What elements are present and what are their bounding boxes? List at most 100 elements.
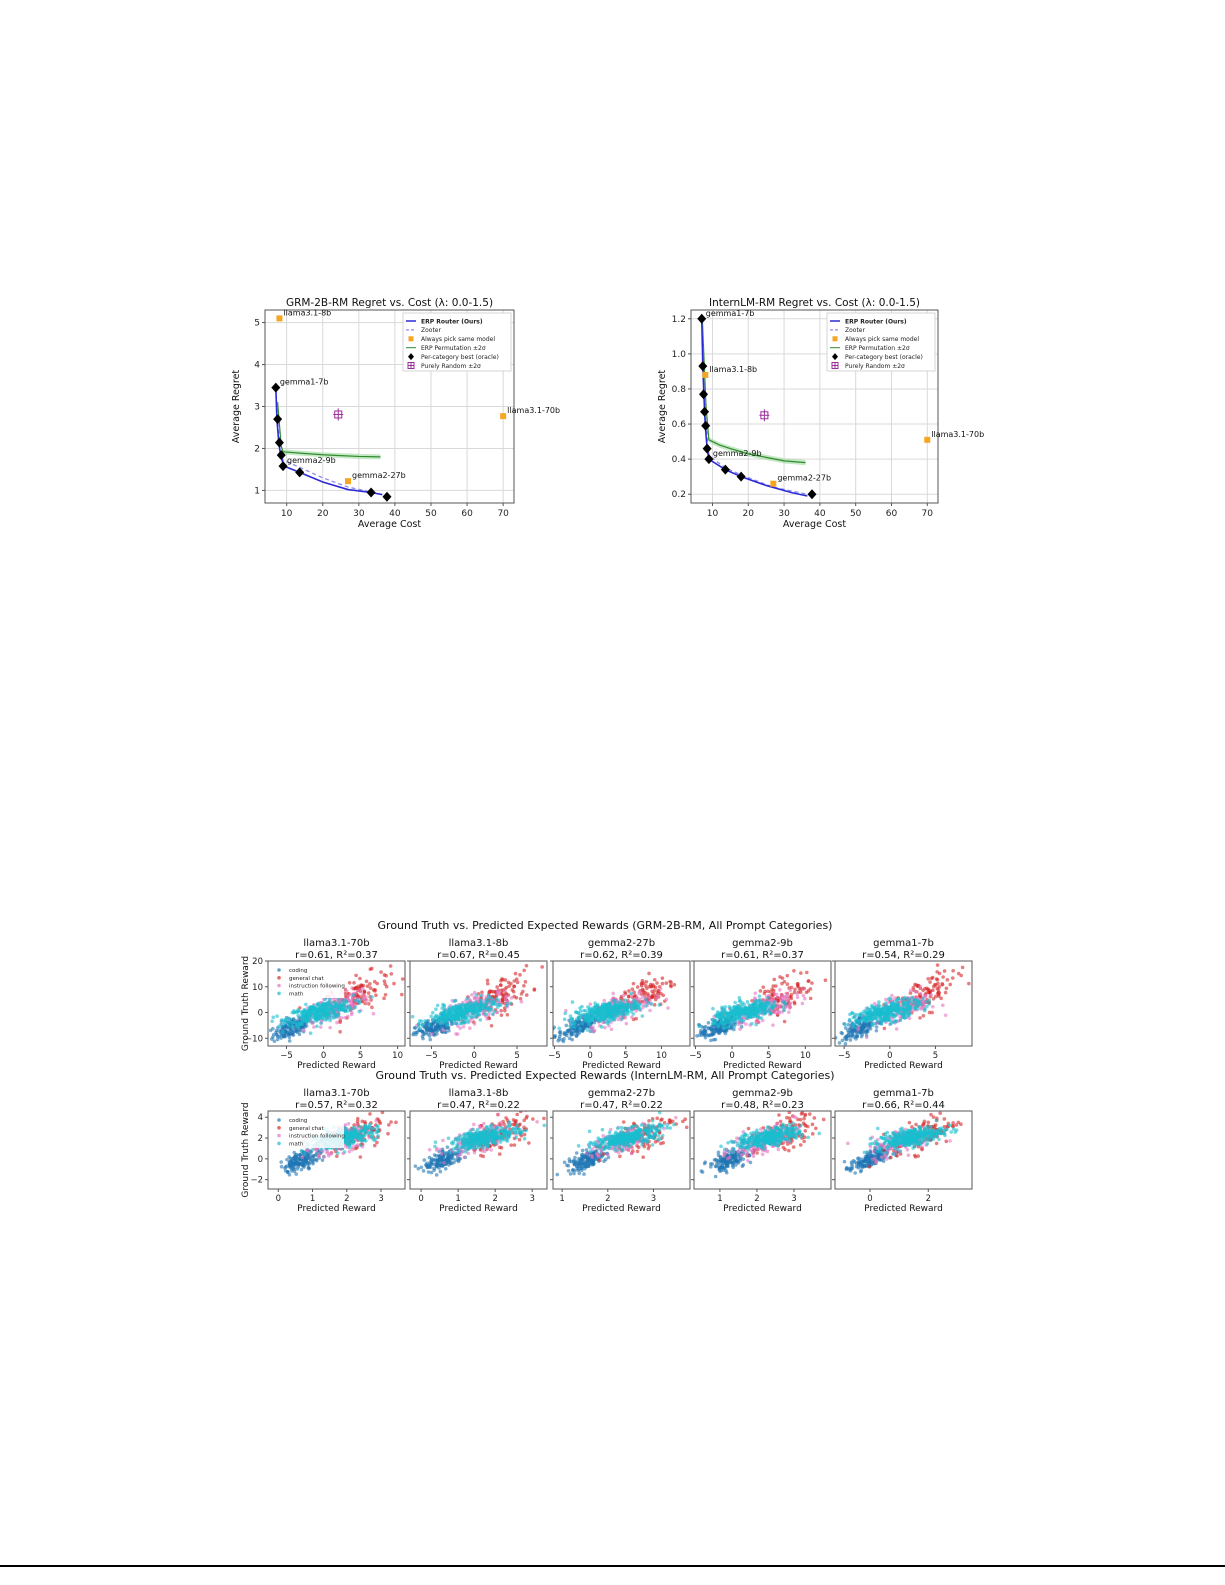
- legend-entry: general chat: [289, 1126, 325, 1132]
- legend-entry: ERP Permutation ±2σ: [845, 345, 910, 352]
- x-axis-label: Predicted Reward: [582, 1204, 661, 1214]
- svg-text:70: 70: [922, 509, 934, 519]
- panel-correlation-stats: r=0.47, R²=0.22: [437, 1100, 520, 1111]
- oracle-diamond-marker: [704, 454, 714, 465]
- scatter-panel-frame: [834, 1110, 973, 1190]
- panel-correlation-stats: r=0.61, R²=0.37: [295, 950, 378, 961]
- always-same-square-marker: [276, 315, 283, 322]
- panel-model-title: llama3.1-8b: [449, 1088, 509, 1099]
- oracle-diamond-marker: [700, 406, 710, 417]
- svg-text:−5: −5: [280, 1051, 293, 1061]
- y-axis-label: Average Regret: [231, 370, 242, 444]
- svg-text:60: 60: [461, 509, 473, 519]
- x-axis-label: Predicted Reward: [864, 1061, 943, 1071]
- regret-plot-internlm: 10 20 30 40 50 60 70 0.2 0.4 0.6 0.8 1.0 1.2 InternLM…: [657, 297, 984, 530]
- scatter-panel-frame: [409, 1110, 548, 1190]
- legend-entry: instruction following: [289, 984, 345, 990]
- svg-text:gemma2-27b: gemma2-27b: [352, 471, 406, 480]
- svg-text:5: 5: [933, 1051, 938, 1061]
- legend-entry: Per-category best (oracle): [845, 354, 923, 361]
- svg-text:10: 10: [707, 509, 719, 519]
- scatter-panel-frame: [552, 1110, 691, 1190]
- panel-model-title: gemma2-9b: [732, 1088, 793, 1099]
- panel-model-title: gemma2-9b: [732, 938, 793, 949]
- svg-text:50: 50: [850, 509, 862, 519]
- svg-text:llama3.1-70b: llama3.1-70b: [507, 406, 560, 415]
- x-axis-label: Predicted Reward: [864, 1204, 943, 1214]
- panel-correlation-stats: r=0.66, R²=0.44: [862, 1100, 945, 1111]
- plot-title: GRM-2B-RM Regret vs. Cost (λ: 0.0-1.5): [286, 297, 493, 309]
- svg-text:0.4: 0.4: [672, 455, 687, 465]
- svg-text:50: 50: [425, 509, 437, 519]
- svg-text:−10: −10: [245, 1034, 263, 1044]
- svg-text:llama3.1-8b: llama3.1-8b: [283, 308, 331, 317]
- x-axis-label: Predicted Reward: [439, 1061, 518, 1071]
- legend-entry: Purely Random ±2σ: [845, 363, 905, 370]
- panel-correlation-stats: r=0.67, R²=0.45: [437, 950, 520, 961]
- oracle-diamond-marker: [736, 471, 746, 482]
- svg-text:llama3.1-8b: llama3.1-8b: [709, 365, 757, 374]
- oracle-diamond-marker: [807, 489, 817, 500]
- svg-text:5: 5: [254, 319, 260, 329]
- legend-box: [402, 312, 512, 372]
- scatter-panel-frame: [834, 960, 973, 1047]
- svg-text:gemma1-7b: gemma1-7b: [706, 309, 755, 318]
- svg-text:5: 5: [358, 1051, 363, 1061]
- svg-text:3: 3: [378, 1194, 383, 1204]
- legend-box: [826, 312, 936, 372]
- svg-text:5: 5: [514, 1051, 519, 1061]
- svg-text:gemma2-9b: gemma2-9b: [713, 449, 762, 458]
- legend-entry: ERP Router (Ours): [421, 318, 483, 325]
- always-same-square-marker: [702, 371, 709, 378]
- svg-text:5: 5: [766, 1051, 771, 1061]
- svg-text:llama3.1-70b: llama3.1-70b: [931, 430, 984, 439]
- svg-text:20: 20: [317, 509, 329, 519]
- legend-entry: Zooter: [421, 327, 441, 334]
- scatter-row-title: Ground Truth vs. Predicted Expected Rewa…: [378, 919, 833, 932]
- svg-text:0: 0: [887, 1051, 892, 1061]
- panel-model-title: llama3.1-8b: [449, 938, 509, 949]
- always-same-square-marker: [924, 436, 931, 443]
- svg-text:20: 20: [743, 509, 755, 519]
- x-axis-label: Predicted Reward: [439, 1204, 518, 1214]
- scatter-panel-frame: [552, 960, 691, 1047]
- panel-model-title: llama3.1-70b: [303, 1088, 369, 1099]
- x-axis-label: Predicted Reward: [723, 1204, 802, 1214]
- y-axis-label: Ground Truth Reward: [241, 1102, 251, 1197]
- svg-text:3: 3: [254, 403, 260, 413]
- svg-text:gemma2-9b: gemma2-9b: [287, 456, 336, 465]
- scatter-grid: Ground Truth vs. Predicted Expected Rewa…: [241, 919, 973, 1214]
- x-axis-label: Average Cost: [358, 519, 421, 530]
- oracle-diamond-marker: [701, 420, 711, 431]
- svg-text:−5: −5: [689, 1051, 702, 1061]
- svg-text:4: 4: [254, 361, 260, 371]
- svg-text:gemma1-7b: gemma1-7b: [280, 378, 329, 387]
- svg-text:0: 0: [587, 1051, 592, 1061]
- y-axis-label: Average Regret: [657, 370, 668, 444]
- oracle-diamond-marker: [720, 464, 730, 475]
- legend-entry: Always pick same model: [421, 336, 495, 343]
- panel-model-title: gemma1-7b: [873, 1088, 934, 1099]
- legend-entry: instruction following: [289, 1134, 345, 1140]
- scatter-panel-frame: [267, 960, 406, 1047]
- svg-text:0: 0: [472, 1051, 477, 1061]
- svg-text:2: 2: [254, 444, 260, 454]
- svg-text:1.2: 1.2: [672, 315, 686, 325]
- legend-entry: math: [289, 991, 304, 997]
- svg-text:0: 0: [276, 1194, 281, 1204]
- panel-correlation-stats: r=0.47, R²=0.22: [580, 1100, 663, 1111]
- panel-correlation-stats: r=0.62, R²=0.39: [580, 950, 663, 961]
- regret-plot-grm: 10 20 30 40 50 60 70 1 2 3 4 5 GRM-2B-RM Regret vs. …: [231, 297, 560, 530]
- y-axis-label: Ground Truth Reward: [241, 956, 251, 1051]
- svg-text:10: 10: [252, 983, 263, 993]
- x-axis-label: Average Cost: [783, 519, 846, 530]
- svg-text:−5: −5: [425, 1051, 438, 1061]
- svg-text:gemma2-27b: gemma2-27b: [777, 474, 831, 483]
- oracle-diamond-marker: [698, 361, 708, 372]
- always-same-square-marker: [500, 413, 507, 420]
- legend-entry: general chat: [289, 976, 325, 982]
- oracle-diamond-marker: [278, 461, 288, 472]
- oracle-diamond-marker: [295, 467, 305, 478]
- svg-text:10: 10: [656, 1051, 667, 1061]
- svg-text:40: 40: [389, 509, 401, 519]
